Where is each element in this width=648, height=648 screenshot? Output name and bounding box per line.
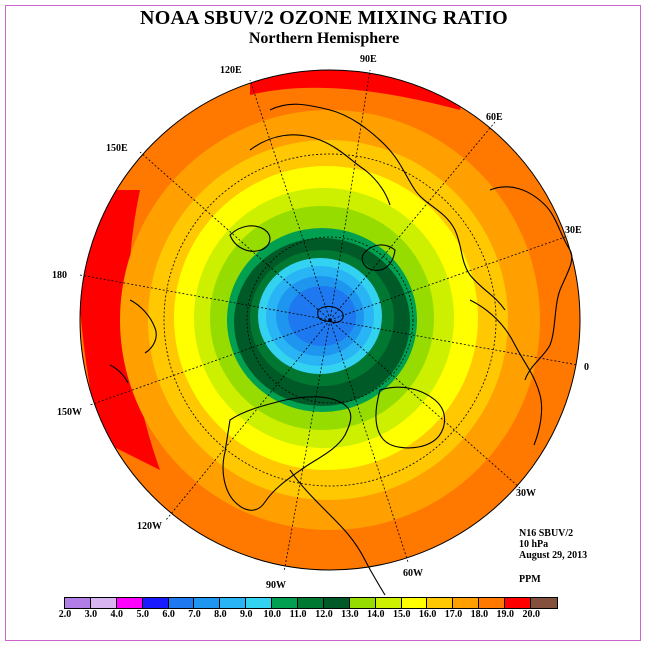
longitude-labels: 90E 60E 30E 0 30W 60W 90W 120W 150W 180 … [52,54,589,591]
ozone-contours [80,70,580,570]
lon-label-60w: 60W [403,568,423,579]
colorbar-swatch [349,598,376,608]
lon-label-30w: 30W [516,488,536,499]
colorbar-tick-label: 17.0 [444,609,463,620]
colorbar-tick-label: 14.0 [367,609,385,620]
colorbar-swatch [90,598,117,608]
lat-circle-60 [246,236,414,404]
units-label: PPM [519,574,541,585]
map-boundary [79,69,581,571]
lon-label-180: 180 [52,270,67,281]
lon-label-120e: 120E [220,65,242,76]
lat-circle-30 [163,153,497,487]
colorbar-tick-label: 3.0 [84,609,98,620]
colorbar-tick-label: 19.0 [496,609,515,620]
colorbar-swatch [479,598,506,608]
colorbar-tick-label: 10.0 [263,609,281,620]
lon-label-150e: 150E [106,143,128,154]
meridian-120w [165,319,331,521]
colorbar-tick-label: 18.0 [470,609,489,620]
colorbar-swatch [375,598,402,608]
meridian-60e [329,121,496,321]
colorbar-tick-label: 7.0 [188,609,201,620]
colorbar-swatch [168,598,195,608]
colorbar-swatch [401,598,428,608]
colorbar-swatch [246,598,273,608]
colorbar-swatch [298,598,324,608]
colorbar-swatch [142,598,169,608]
colorbar-tick-label: 16.0 [418,609,437,620]
colorbar-swatch [116,598,143,608]
lon-label-120w: 120W [137,521,162,532]
colorbar-tick-label: 13.0 [341,609,359,620]
lon-label-30e: 30E [565,225,582,236]
meridian-150w [89,319,331,406]
colorbar-tick-label: 12.0 [315,609,333,620]
colorbar-swatch [194,598,221,608]
colorbar-swatch [220,598,247,608]
colorbar-tick-label: 20.0 [522,609,540,620]
map-subtitle: Northern Hemisphere [248,30,400,47]
band-6 [288,286,356,346]
colorbar-tick-label: 4.0 [110,609,124,620]
map-title: NOAA SBUV/2 OZONE MIXING RATIO [140,7,508,29]
lon-label-60e: 60E [486,112,503,123]
colorbar-swatch [453,598,480,608]
colorbar-swatch [427,598,454,608]
colorbar-tick-label: 11.0 [289,609,307,620]
colorbar-ticks: 2.0 3.0 4.0 5.0 6.0 7.0 8.0 9.0 10.0 11.0 12.0 13.0… [52,609,600,623]
colorbar-swatch [531,598,557,608]
colorbar-swatch [323,598,350,608]
date-label: August 29, 2013 [519,550,588,561]
coastlines [109,103,573,596]
colorbar-swatch [505,598,532,608]
lon-label-0: 0 [584,362,589,373]
colorbar-swatch [272,598,299,608]
lon-label-90w: 90W [266,580,286,591]
info-block: N16 SBUV/2 10 hPa August 29, 2013 [519,528,587,561]
graticule [79,69,579,573]
colorbar [64,597,558,609]
figure-frame [5,5,641,641]
colorbar-tick-label: 6.0 [162,609,175,620]
lon-label-90e: 90E [360,54,377,65]
meridian-90w [283,319,331,573]
colorbar-swatch [65,598,91,608]
colorbar-tick-label: 15.0 [392,609,411,620]
colorbar-tick-label: 8.0 [214,609,227,620]
colorbar-tick-label: 9.0 [240,609,253,620]
instrument-label: N16 SBUV/2 [519,528,574,539]
lon-label-150w: 150W [57,407,82,418]
colorbar-tick-label: 2.0 [58,609,72,620]
colorbar-tick-label: 5.0 [136,609,149,620]
pressure-label: 10 hPa [519,539,549,550]
